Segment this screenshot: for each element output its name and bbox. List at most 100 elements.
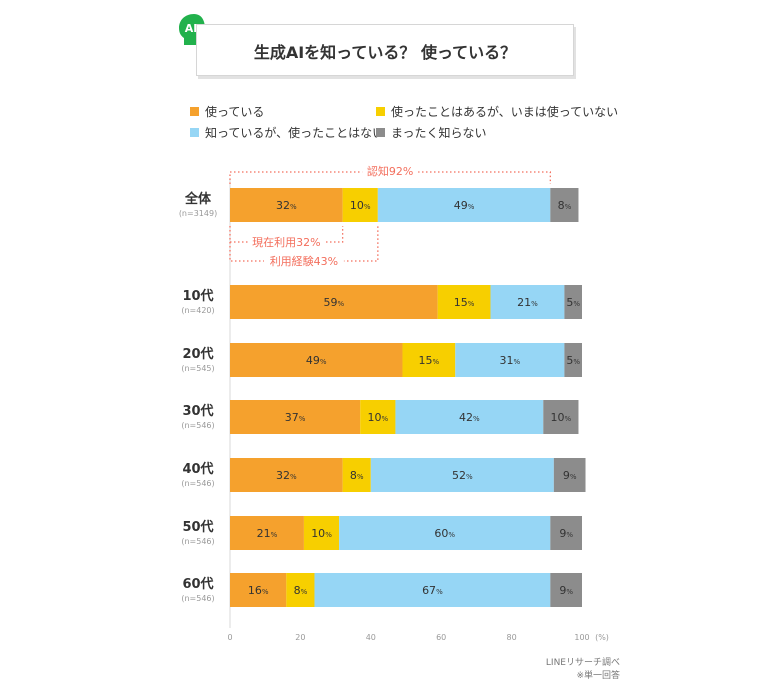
bar-segment — [437, 285, 491, 319]
category-label: 50代 — [182, 519, 213, 535]
bar-segment — [230, 343, 403, 377]
bar-segment — [395, 400, 544, 434]
source-line-1: LINEリサーチ調べ — [545, 658, 620, 668]
bar-segment — [314, 573, 551, 607]
bar-segment — [342, 188, 378, 222]
category-label: 40代 — [182, 461, 213, 477]
bar-value-label: 8% — [558, 199, 572, 212]
bar-segment — [230, 285, 438, 319]
category-n-label: (n=546) — [181, 537, 214, 546]
x-tick-label: 100 — [574, 633, 589, 642]
bar-value-label: 9% — [559, 527, 573, 540]
bar-segment — [286, 573, 315, 607]
x-tick-label: 60 — [436, 633, 446, 642]
bar-segment — [342, 458, 371, 492]
legend-item-know-not-used: 知っているが、使ったことはない — [190, 124, 384, 141]
x-tick-label: 0 — [227, 633, 232, 642]
category-label: 全体 — [184, 191, 212, 207]
legend-swatch-using — [190, 107, 199, 116]
category-n-label: (n=546) — [181, 594, 214, 603]
legend-item-used-before: 使ったことはあるが、いまは使っていない — [376, 103, 618, 120]
bar-value-label: 8% — [350, 469, 364, 482]
experience-label-bg — [263, 253, 344, 269]
legend-label-used-before: 使ったことはあるが、いまは使っていない — [391, 105, 619, 119]
bar-value-label: 32% — [276, 469, 297, 482]
bar-segment — [550, 516, 582, 550]
awareness-label-bg — [362, 163, 419, 179]
current-use-label: 現在利用32% — [252, 236, 320, 249]
category-n-label: (n=546) — [181, 479, 214, 488]
bar-segment — [230, 400, 361, 434]
category-label: 60代 — [182, 576, 213, 592]
bar-value-label: 10% — [311, 527, 332, 540]
bar-value-label: 37% — [285, 411, 306, 424]
legend-label-dont-know: まったく知らない — [391, 126, 487, 140]
legend-swatch-used-before — [376, 107, 385, 116]
bar-segment — [230, 458, 343, 492]
bar-value-label: 8% — [294, 584, 308, 597]
bar-segment — [553, 458, 586, 492]
bar-segment — [370, 458, 554, 492]
bar-value-label: 52% — [452, 469, 473, 482]
legend-item-dont-know: まったく知らない — [376, 124, 487, 141]
source-line-2: ※単一回答 — [576, 671, 620, 681]
category-n-label: (n=545) — [181, 364, 214, 373]
bar-value-label: 49% — [454, 199, 475, 212]
title-box: 生成AIを知っている？ 使っている？ — [196, 24, 574, 76]
legend-swatch-dont-know — [376, 128, 385, 137]
bar-value-label: 9% — [563, 469, 577, 482]
bar-segment — [543, 400, 579, 434]
bar-value-label: 9% — [559, 584, 573, 597]
bar-segment — [550, 573, 582, 607]
bar-value-label: 67% — [422, 584, 443, 597]
legend-label-using: 使っている — [205, 105, 265, 119]
bar-segment — [455, 343, 565, 377]
experience-label: 利用経験43% — [270, 254, 338, 268]
bar-value-label: 16% — [248, 584, 269, 597]
bar-value-label: 15% — [454, 296, 475, 309]
chart-title: 生成AIを知っている？ 使っている？ — [253, 43, 517, 62]
bar-value-label: 49% — [306, 354, 327, 367]
category-n-label: (n=3149) — [179, 209, 217, 218]
bar-segment — [360, 400, 396, 434]
bar-value-label: 42% — [459, 411, 480, 424]
bar-value-label: 21% — [517, 296, 538, 309]
legend-label-know-not-used: 知っているが、使ったことはない — [205, 126, 385, 140]
bar-segment — [377, 188, 551, 222]
bar-segment — [564, 285, 582, 319]
bar-value-label: 10% — [551, 411, 572, 424]
bar-value-label: 5% — [566, 296, 580, 309]
x-axis-unit: (%) — [595, 633, 609, 642]
bar-value-label: 60% — [434, 527, 455, 540]
category-n-label: (n=546) — [181, 421, 214, 430]
ai-badge-text: AI — [185, 22, 198, 35]
bar-value-label: 21% — [257, 527, 278, 540]
bar-segment — [564, 343, 582, 377]
x-tick-label: 40 — [366, 633, 376, 642]
bar-value-label: 15% — [419, 354, 440, 367]
category-label: 10代 — [182, 288, 213, 304]
bar-segment — [230, 573, 287, 607]
current-use-label-bg — [248, 234, 325, 250]
legend-swatch-know-not-used — [190, 128, 199, 137]
bar-value-label: 32% — [276, 199, 297, 212]
bar-segment — [230, 516, 304, 550]
category-label: 20代 — [182, 346, 213, 362]
x-tick-label: 80 — [507, 633, 517, 642]
source-note: LINEリサーチ調べ ※単一回答 — [546, 657, 620, 683]
bar-value-label: 59% — [324, 296, 345, 309]
category-n-label: (n=420) — [181, 306, 214, 315]
bar-segment — [490, 285, 565, 319]
bar-segment — [230, 188, 343, 222]
awareness-label: 認知92% — [367, 164, 413, 178]
bar-value-label: 31% — [500, 354, 521, 367]
x-tick-label: 20 — [295, 633, 305, 642]
bar-segment — [339, 516, 551, 550]
category-label: 30代 — [182, 403, 213, 419]
legend-item-using: 使っている — [190, 103, 264, 120]
bar-value-label: 10% — [350, 199, 371, 212]
bar-segment — [550, 188, 579, 222]
bar-value-label: 5% — [566, 354, 580, 367]
bar-value-label: 10% — [368, 411, 389, 424]
